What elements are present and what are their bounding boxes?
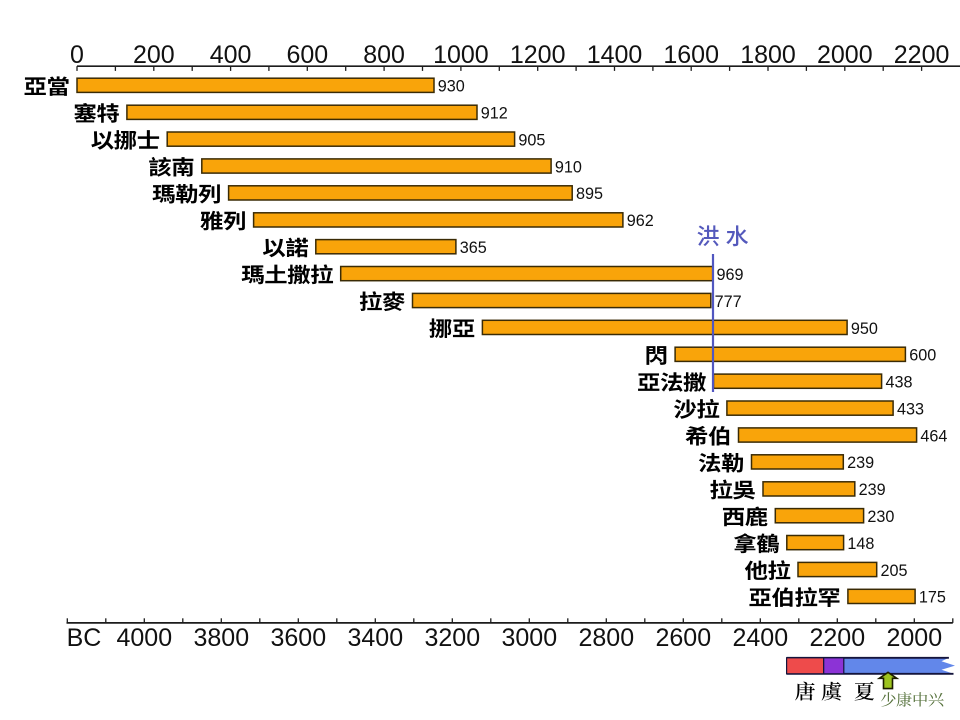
svg-text:464: 464 <box>920 427 947 445</box>
svg-text:905: 905 <box>518 131 545 149</box>
svg-text:3800: 3800 <box>193 624 249 652</box>
svg-text:230: 230 <box>867 508 894 526</box>
svg-text:895: 895 <box>576 185 603 203</box>
svg-text:239: 239 <box>847 454 874 472</box>
svg-text:777: 777 <box>715 293 742 311</box>
svg-text:930: 930 <box>438 78 465 96</box>
svg-text:2200: 2200 <box>894 41 950 69</box>
svg-text:3400: 3400 <box>347 624 403 652</box>
svg-text:200: 200 <box>133 41 175 69</box>
svg-text:175: 175 <box>919 589 946 607</box>
svg-text:600: 600 <box>286 41 328 69</box>
svg-text:0: 0 <box>70 41 84 69</box>
svg-text:912: 912 <box>481 105 508 123</box>
svg-text:800: 800 <box>363 41 405 69</box>
svg-text:2400: 2400 <box>732 624 788 652</box>
svg-text:2000: 2000 <box>817 41 873 69</box>
svg-text:950: 950 <box>851 320 878 338</box>
svg-text:148: 148 <box>847 535 874 553</box>
svg-text:600: 600 <box>909 347 936 365</box>
svg-text:2000: 2000 <box>886 624 942 652</box>
svg-text:433: 433 <box>897 400 924 418</box>
svg-text:4000: 4000 <box>116 624 172 652</box>
svg-text:205: 205 <box>881 562 908 580</box>
svg-text:BC: BC <box>67 624 102 652</box>
svg-text:3000: 3000 <box>501 624 557 652</box>
svg-text:2600: 2600 <box>655 624 711 652</box>
svg-text:1400: 1400 <box>587 41 643 69</box>
svg-text:1800: 1800 <box>740 41 796 69</box>
svg-text:3200: 3200 <box>424 624 480 652</box>
svg-text:1000: 1000 <box>433 41 489 69</box>
svg-text:962: 962 <box>627 212 654 230</box>
svg-text:365: 365 <box>460 239 487 257</box>
svg-text:2800: 2800 <box>578 624 634 652</box>
svg-text:438: 438 <box>886 374 913 392</box>
svg-text:910: 910 <box>555 158 582 176</box>
svg-text:400: 400 <box>210 41 252 69</box>
svg-text:2200: 2200 <box>809 624 865 652</box>
svg-text:1600: 1600 <box>663 41 719 69</box>
svg-text:239: 239 <box>859 481 886 499</box>
svg-text:1200: 1200 <box>510 41 566 69</box>
svg-text:3600: 3600 <box>270 624 326 652</box>
svg-text:969: 969 <box>717 266 744 284</box>
